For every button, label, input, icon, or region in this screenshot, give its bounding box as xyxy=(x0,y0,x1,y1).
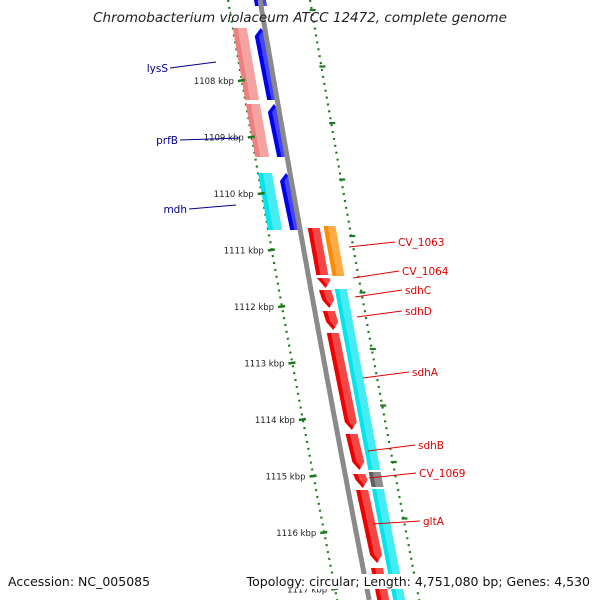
right-label-leader xyxy=(362,371,410,379)
kbp-tick-mark xyxy=(257,191,265,196)
kbp-tick-mark xyxy=(237,78,246,83)
right-gene-label: sdhD xyxy=(405,306,432,318)
right-gene-block-8-shade xyxy=(360,490,387,563)
right-gene-block-3 xyxy=(318,290,335,308)
right-label-leader xyxy=(372,520,421,525)
left-label-leader xyxy=(179,137,241,141)
gene-labels: lysS prfB mdh CV_1063 CV_1064 sdhC sdhD sdhA sdh… xyxy=(147,61,466,528)
left-gene-block-1-shade xyxy=(237,28,265,100)
right-label-leader xyxy=(356,310,403,318)
kbp-tick-label: 1115 kbp xyxy=(265,473,305,483)
right-gene-block-5-shade xyxy=(331,333,361,430)
left-label-leader xyxy=(169,61,217,69)
accession-text: Accession: NC_005085 xyxy=(8,574,151,589)
right-gene-label: gltA xyxy=(423,516,445,528)
right-gene-label: sdhA xyxy=(412,367,439,379)
right-gene-block-3-shade xyxy=(323,290,339,308)
right-gene-label: CV_1064 xyxy=(402,266,449,278)
right-gene-block-11-shade xyxy=(372,472,388,487)
genome-summary: Topology: circular; Length: 4,751,080 bp… xyxy=(243,574,590,589)
kbp-tick-label: 1112 kbp xyxy=(234,303,274,313)
backbone-line xyxy=(257,0,372,600)
right-gene-block-2 xyxy=(316,278,331,288)
right-gene-block-6 xyxy=(345,434,365,470)
right-gene-block-2-shade xyxy=(321,278,335,288)
map-title: Chromobacterium violaceum ATCC 12472, co… xyxy=(93,10,507,26)
right-label-leader xyxy=(354,289,403,298)
right-gene-block-0 xyxy=(307,228,329,275)
left-gene-block-3 xyxy=(245,104,270,157)
right-gene-block-5 xyxy=(326,333,357,430)
kbp-tick-mark xyxy=(288,361,296,365)
kbp-tick-mark xyxy=(247,135,255,139)
kbp-tick-label: 1114 kbp xyxy=(255,416,295,426)
right-gene-block-0-shade xyxy=(311,228,333,275)
left-label-leader xyxy=(188,204,237,210)
right-gene-block-4 xyxy=(322,311,339,330)
left-gene-block-5 xyxy=(258,173,283,230)
right-gene-block-7 xyxy=(353,474,368,488)
right-gene-block-10 xyxy=(334,289,381,470)
left-gene-block-5-shade xyxy=(262,173,288,230)
kbp-tick-label: 1116 kbp xyxy=(276,529,316,539)
backbone xyxy=(257,0,372,600)
right-gene-label: sdhB xyxy=(418,440,444,452)
right-gene-block-12 xyxy=(371,489,406,600)
right-gene-block-1 xyxy=(323,226,345,276)
left-gene-label: mdh xyxy=(163,204,187,216)
right-gene-label: sdhC xyxy=(405,285,431,297)
right-gene-block-11 xyxy=(368,472,384,487)
right-gene-block-12-shade xyxy=(376,489,410,600)
right-label-leader xyxy=(348,241,396,248)
kbp-tick-label: 1111 kbp xyxy=(224,247,264,257)
right-gene-label: CV_1063 xyxy=(398,237,445,249)
kbp-tick-label: 1117 kbp xyxy=(287,586,327,596)
left-gene-block-1 xyxy=(232,28,260,100)
right-label-leader xyxy=(352,270,400,279)
kbp-tick-mark xyxy=(320,530,328,535)
right-label-leader xyxy=(367,444,416,452)
left-gene-label: lysS xyxy=(147,63,169,75)
kbp-tick-mark xyxy=(277,304,286,309)
kbp-tick-mark xyxy=(267,248,276,252)
kbp-tick-mark xyxy=(298,417,307,422)
right-gene-label: CV_1069 xyxy=(419,468,466,480)
gene-features xyxy=(232,0,410,600)
right-gene-block-8 xyxy=(356,490,383,563)
left-gene-block-3-shade xyxy=(250,104,275,157)
left-gene-label: prfB xyxy=(156,135,178,147)
kbp-tick-label: 1113 kbp xyxy=(244,360,284,370)
kbp-tick-label: 1108 kbp xyxy=(194,77,234,87)
right-gene-block-10-shade xyxy=(339,289,385,470)
kbp-tick-mark xyxy=(309,474,317,478)
right-gene-block-7-shade xyxy=(357,474,372,488)
right-gene-block-1-shade xyxy=(327,226,349,276)
kbp-tick-label: 1110 kbp xyxy=(214,190,254,200)
right-label-leader xyxy=(368,472,417,479)
right-gene-block-4-shade xyxy=(327,311,343,330)
